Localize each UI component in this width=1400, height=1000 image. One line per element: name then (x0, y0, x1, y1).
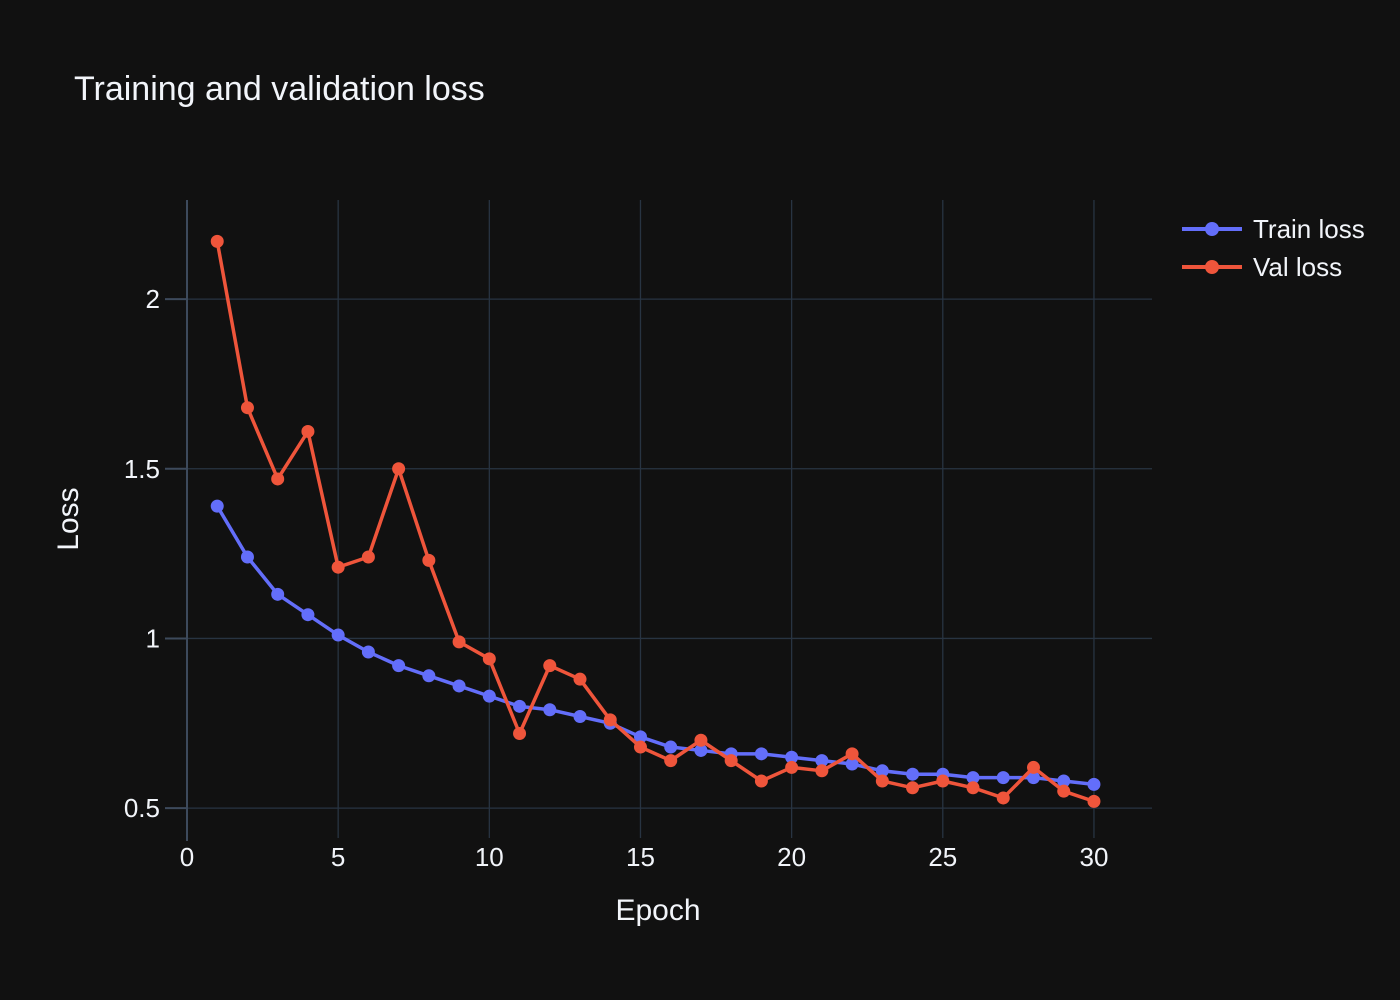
train-loss-point (966, 771, 980, 785)
train-loss-point (875, 764, 889, 778)
train-loss-point (301, 608, 315, 622)
legend-label-val-loss: Val loss (1253, 251, 1343, 282)
val-loss-point (543, 659, 557, 673)
train-loss-point (392, 659, 406, 673)
train-loss-point (1087, 777, 1101, 791)
x-tick-label: 30 (1079, 842, 1108, 872)
x-tick-label: 0 (180, 842, 194, 872)
y-tick-label: 0.5 (124, 793, 160, 823)
train-loss-point (906, 767, 920, 781)
train-loss-point (633, 730, 647, 744)
train-loss-point (1057, 774, 1071, 788)
val-loss-point (573, 672, 587, 686)
val-loss-point (361, 550, 375, 564)
train-loss-point (513, 699, 527, 713)
x-axis-title: Epoch (615, 894, 701, 927)
y-tick-label: 1 (146, 623, 160, 653)
train-loss-point (664, 740, 678, 754)
train-loss-point (1026, 771, 1040, 785)
train-loss-point (331, 628, 345, 642)
val-loss-point (603, 713, 617, 727)
val-loss-point (392, 462, 406, 476)
val-loss-point (785, 760, 799, 774)
val-loss-point (452, 635, 466, 649)
x-tick-label: 20 (777, 842, 806, 872)
val-loss-point (271, 472, 285, 486)
train-loss-point (210, 499, 224, 513)
train-loss-point (482, 689, 496, 703)
val-loss-point (936, 774, 950, 788)
train-loss-point (422, 669, 436, 683)
val-loss-point (633, 740, 647, 754)
train-loss-point (754, 747, 768, 761)
y-tick-label: 1.5 (124, 454, 160, 484)
val-loss-point (513, 726, 527, 740)
train-loss-point (694, 743, 708, 757)
x-tick-label: 15 (626, 842, 655, 872)
x-tick-label: 5 (331, 842, 345, 872)
val-loss-point (240, 401, 254, 415)
x-tick-label: 10 (475, 842, 504, 872)
val-loss-point (996, 791, 1010, 805)
val-loss-line (215, 239, 1096, 804)
val-loss-point (845, 747, 859, 761)
val-loss-point (210, 234, 224, 248)
val-loss-point (1087, 794, 1101, 808)
val-loss-point (331, 560, 345, 574)
train-loss-point (996, 771, 1010, 785)
val-loss-point (422, 553, 436, 567)
val-loss-point (301, 424, 315, 438)
train-loss-point (452, 679, 466, 693)
x-tick-label: 25 (928, 842, 957, 872)
legend-label-train-loss: Train loss (1253, 213, 1365, 244)
val-loss-point (815, 764, 829, 778)
train-loss-point (271, 587, 285, 601)
val-loss-point (694, 733, 708, 747)
chart-title: Training and validation loss (74, 70, 485, 108)
legend-item-val-loss[interactable]: Val loss (1181, 251, 1365, 282)
train-loss-point (815, 754, 829, 768)
train-loss-line (215, 504, 1096, 787)
val-loss-point (966, 781, 980, 795)
train-loss-point (785, 750, 799, 764)
train-loss-point (240, 550, 254, 564)
legend-item-train-loss[interactable]: Train loss (1181, 213, 1365, 244)
train-loss-point (543, 703, 557, 717)
train-loss-point (845, 757, 859, 771)
val-loss-point (754, 774, 768, 788)
train-loss-point (361, 645, 375, 659)
val-loss-point (724, 754, 738, 768)
val-loss-legend-swatch (1182, 260, 1242, 274)
val-loss-point (875, 774, 889, 788)
train-loss-point (573, 710, 587, 724)
val-loss-point (664, 754, 678, 768)
y-axis-title: Loss (52, 487, 85, 551)
val-loss-point (1026, 760, 1040, 774)
y-tick-label: 2 (146, 284, 160, 314)
val-loss-point (1057, 784, 1071, 798)
val-loss-point (482, 652, 496, 666)
legend: Train loss Val loss (1181, 213, 1365, 291)
train-loss-legend-swatch (1182, 222, 1242, 236)
val-loss-point (906, 781, 920, 795)
